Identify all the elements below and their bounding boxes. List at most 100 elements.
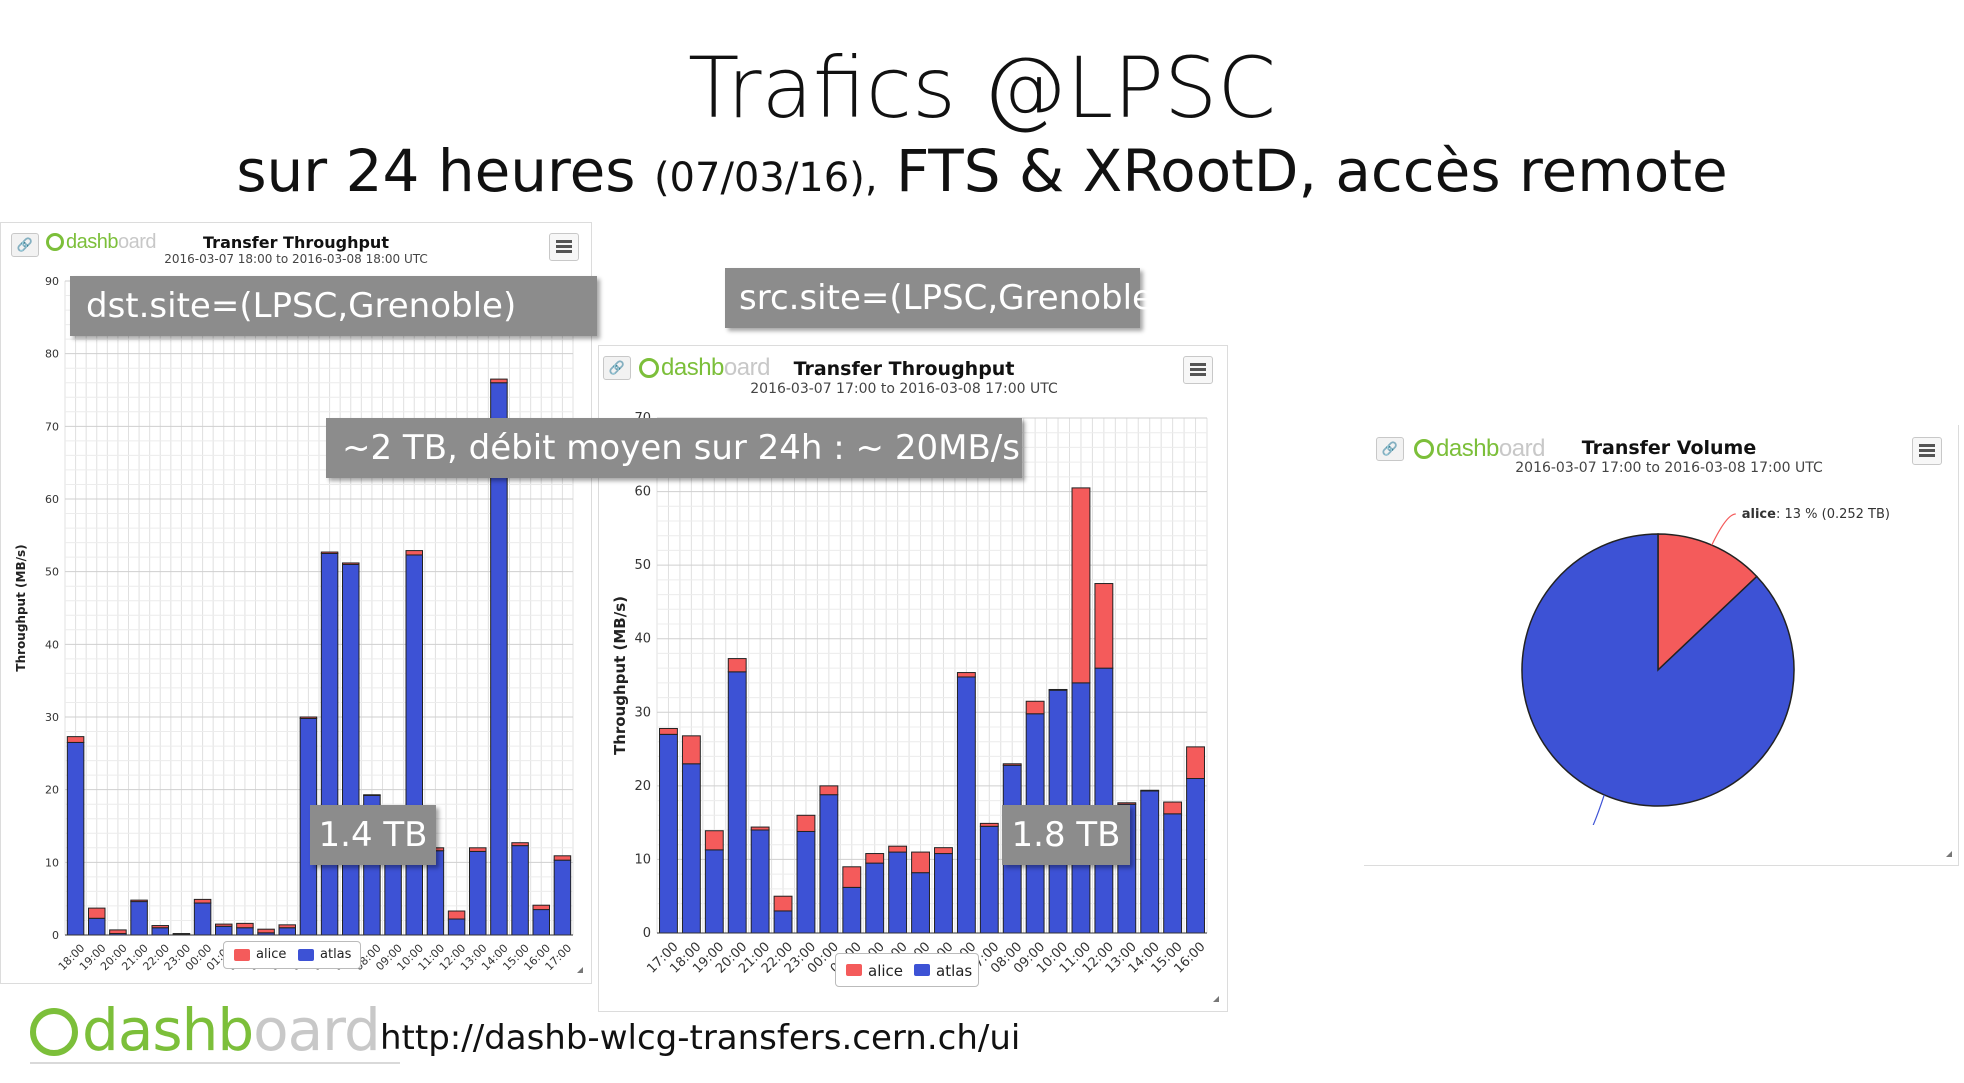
bar-alice (299, 716, 318, 719)
bar-atlas (553, 859, 572, 936)
y-axis-label: Throughput (MB/s) (14, 544, 28, 671)
y-tick-label: 60 (634, 485, 651, 500)
dashboard-url[interactable]: http://dashb-wlcg-transfers.cern.ch/ui (380, 1018, 1021, 1058)
menu-icon[interactable] (1912, 437, 1942, 465)
callout-src-site: src.site=(LPSC,Grenoble) (725, 268, 1166, 328)
bar-alice (1071, 487, 1091, 684)
chart-subtitle: 2016-03-07 17:00 to 2016-03-08 17:00 UTC (750, 381, 1058, 397)
bar-atlas (468, 850, 487, 936)
y-tick-label: 10 (634, 852, 651, 867)
bar-atlas (842, 886, 862, 934)
bar-alice (934, 847, 953, 855)
bar-atlas (405, 554, 424, 936)
y-tick-label: 20 (634, 779, 651, 794)
y-tick-label: 40 (634, 632, 651, 647)
bar-alice (405, 550, 424, 556)
chart-legend: alice atlas (223, 941, 361, 969)
bar-alice (681, 735, 701, 765)
y-tick-label: 90 (45, 275, 59, 288)
bar-alice (87, 907, 106, 919)
bar-alice (865, 853, 885, 864)
dashboard-logo-icon: dashboard (46, 231, 157, 254)
bar-atlas (865, 862, 885, 934)
slide-title: Trafics @LPSC (688, 39, 1276, 137)
bar-atlas (750, 829, 770, 934)
bar-atlas (1094, 667, 1114, 934)
y-tick-label: 40 (45, 638, 59, 651)
slide-subtitle: sur 24 heures (07/03/16), FTS & XRootD, … (0, 136, 1964, 213)
bar-alice (979, 822, 999, 827)
bar-alice (532, 904, 551, 911)
bar-alice (447, 910, 466, 920)
bar-alice (956, 672, 976, 678)
bar-alice (490, 378, 508, 384)
bar-alice (511, 842, 529, 847)
y-tick-label: 30 (45, 711, 59, 724)
resize-grip-icon[interactable] (577, 967, 583, 973)
bar-alice (1094, 583, 1114, 669)
y-tick-label: 50 (634, 558, 651, 573)
bar-alice (130, 899, 148, 903)
bar-atlas (681, 763, 701, 934)
bar-alice (66, 736, 85, 743)
bar-alice (278, 924, 297, 929)
legend-swatch-atlas (298, 949, 314, 961)
throughput-panel-dst: 🔗 dashboard Transfer Throughput 2016-03-… (0, 222, 592, 984)
bar-alice (1140, 789, 1160, 792)
bar-alice (214, 923, 233, 927)
bar-alice (1002, 763, 1022, 766)
callout-left-total: 1.4 TB (310, 805, 436, 865)
bar-alice (911, 851, 930, 874)
bar-atlas (66, 741, 85, 936)
chart-subtitle: 2016-03-07 17:00 to 2016-03-08 17:00 UTC (1515, 460, 1823, 476)
bar-alice (750, 826, 770, 831)
bar-atlas (341, 563, 360, 936)
transfer-volume-pie: alice: 13 % (0.252 TB)atlas: 87 % (1.696… (1521, 507, 1890, 825)
bar-alice (819, 785, 839, 796)
bar-atlas (447, 918, 466, 936)
bar-atlas (236, 927, 254, 936)
menu-icon[interactable] (1183, 356, 1213, 384)
bar-alice (193, 898, 212, 904)
bar-alice (109, 929, 127, 935)
link-icon[interactable]: 🔗 (603, 356, 631, 380)
link-icon[interactable]: 🔗 (11, 233, 39, 257)
chart-title: Transfer Volume (1581, 437, 1757, 459)
bar-alice (468, 847, 487, 852)
bar-alice (704, 830, 724, 851)
chart-legend: alice atlas (835, 953, 979, 987)
bar-alice (727, 658, 747, 673)
bar-alice (151, 925, 170, 929)
bar-atlas (278, 927, 297, 936)
bar-atlas (511, 845, 529, 936)
dashboard-logo-icon: dashboard (639, 354, 770, 382)
callout-average: ~2 TB, débit moyen sur 24h : ~ 20MB/s (326, 418, 1022, 478)
legend-alice[interactable]: alice (868, 962, 904, 980)
bar-atlas (979, 825, 999, 934)
chart-title: Transfer Throughput (203, 233, 389, 252)
bar-alice (842, 866, 862, 888)
y-tick-label: 70 (45, 420, 59, 433)
resize-grip-icon[interactable] (1213, 996, 1219, 1002)
bar-alice (1117, 802, 1137, 805)
legend-atlas[interactable]: atlas (320, 947, 352, 962)
bar-alice (796, 814, 816, 832)
y-tick-label: 20 (45, 784, 59, 797)
resize-grip-icon[interactable] (1946, 851, 1952, 857)
menu-icon[interactable] (549, 233, 579, 261)
legend-alice[interactable]: alice (256, 947, 287, 962)
bar-alice (553, 855, 572, 861)
bar-alice (236, 922, 254, 929)
link-icon[interactable]: 🔗 (1376, 437, 1404, 461)
bar-atlas (130, 901, 148, 936)
bar-alice (1025, 700, 1045, 715)
bar-atlas (1163, 813, 1183, 934)
bar-atlas (956, 676, 976, 934)
bar-alice (659, 727, 678, 735)
y-tick-label: 0 (643, 926, 651, 941)
legend-atlas[interactable]: atlas (936, 962, 973, 980)
pie-connector (1711, 513, 1736, 546)
bar-alice (1163, 801, 1183, 815)
bar-alice (257, 928, 275, 934)
